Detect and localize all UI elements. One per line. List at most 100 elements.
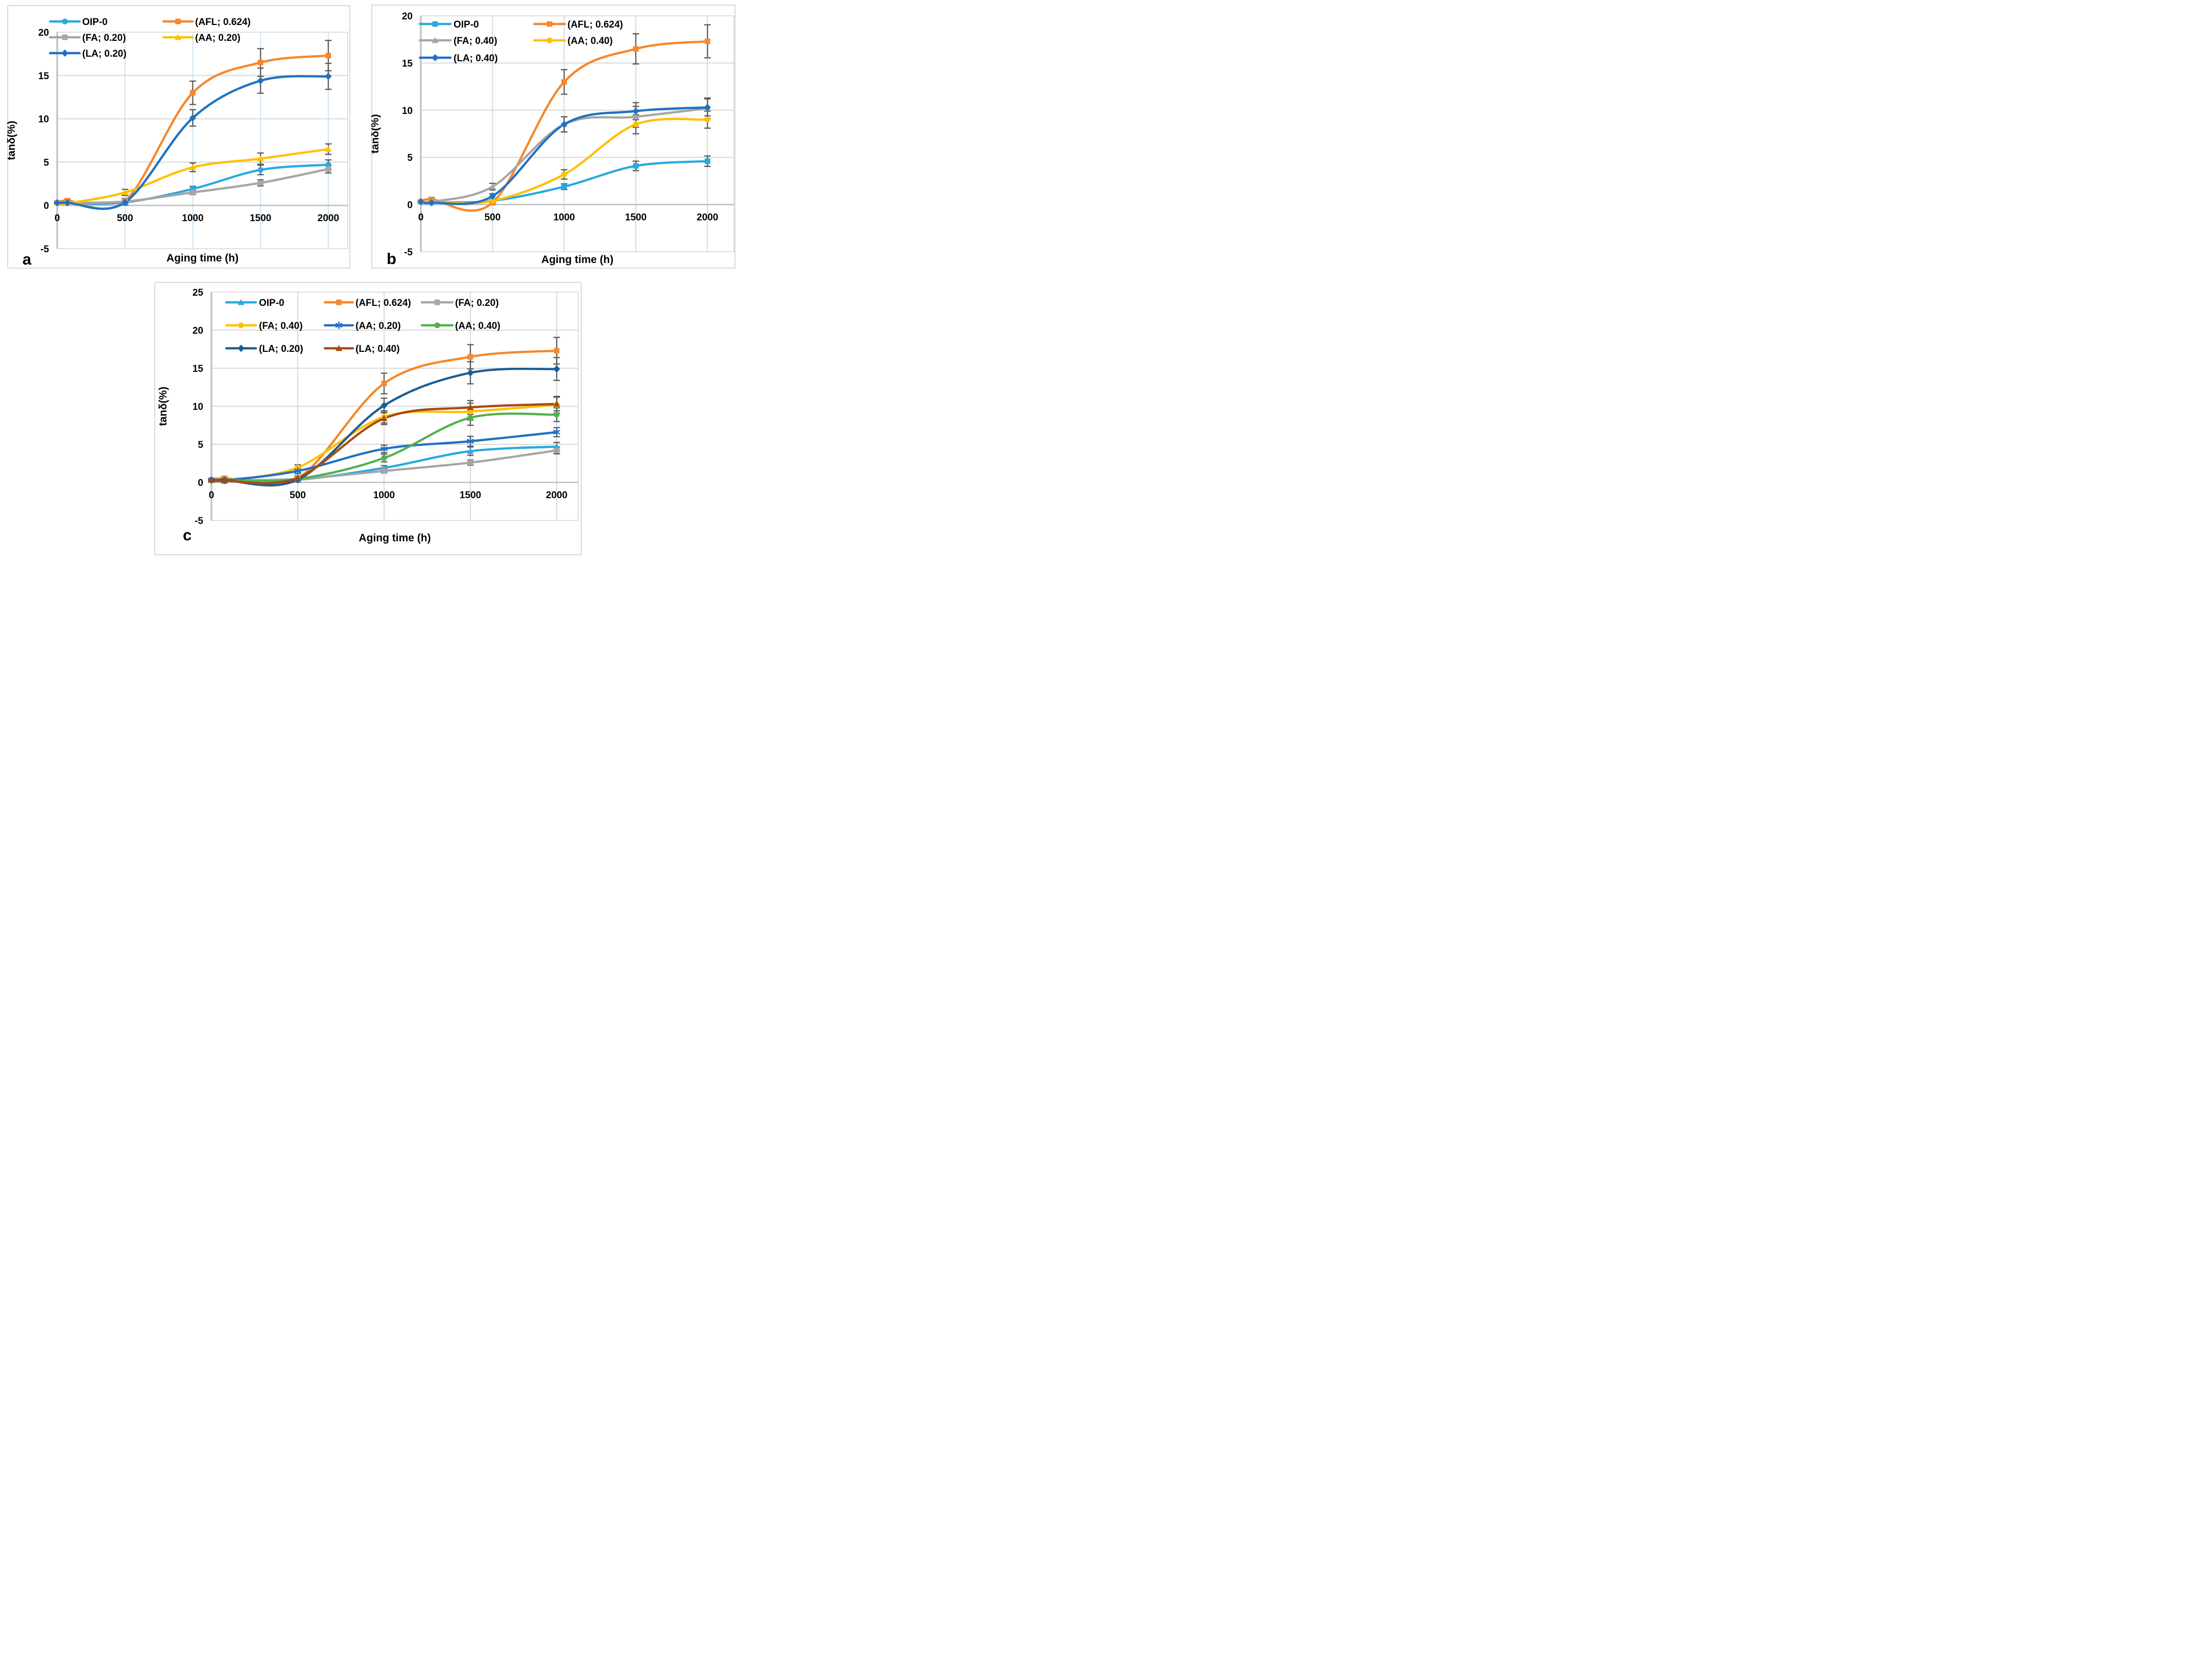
chart-border (7, 5, 350, 269)
legend-label: OIP-0 (82, 17, 108, 28)
y-tick-labels: 25 20 15 10 5 0 -5 (193, 288, 204, 527)
legend-item-(AA; 0.20): (AA; 0.20) (162, 33, 241, 43)
x-axis-title: Aging time (h) (541, 254, 613, 266)
svg-text:2000: 2000 (697, 212, 718, 223)
svg-text:25: 25 (193, 288, 204, 298)
svg-text:500: 500 (117, 213, 133, 224)
svg-text:2000: 2000 (546, 490, 567, 501)
series-markers-(LA; 0.40) (208, 400, 560, 484)
svg-text:0: 0 (43, 201, 49, 211)
legend: OIP-0 (AFL; 0.624) (FA; 0.20) (AA; 0.20) (LA… (49, 17, 251, 59)
legend-label: (LA; 0.20) (259, 344, 303, 354)
svg-text:-5: -5 (195, 516, 203, 527)
svg-text:500: 500 (484, 212, 501, 223)
legend-item-(AFL; 0.624): (AFL; 0.624) (323, 298, 411, 308)
legend-label: OIP-0 (454, 19, 479, 30)
legend-item-(FA; 0.20): (FA; 0.20) (49, 33, 126, 43)
legend-item-(LA; 0.40): (LA; 0.40) (323, 344, 400, 354)
y-tick-labels: 20 15 10 5 0 -5 (402, 11, 413, 258)
svg-text:15: 15 (402, 58, 413, 69)
svg-text:1000: 1000 (373, 490, 395, 501)
x-axis-title: Aging time (h) (359, 532, 431, 544)
svg-text:1500: 1500 (460, 490, 481, 501)
chart-panel-a: 20 15 10 5 0 -5 0 500 1000 1500 2000 Aging time (h)… (7, 5, 350, 269)
panel-label-b: b (387, 250, 396, 268)
series-line-(LA; 0.40) (210, 402, 558, 485)
y-axis-title: tanδ(%) (7, 121, 17, 160)
legend-item-(LA; 0.20): (LA; 0.20) (225, 344, 303, 354)
y-axis-title: tanδ(%) (371, 114, 381, 154)
legend-label: (AFL; 0.624) (567, 19, 623, 30)
svg-text:1000: 1000 (553, 212, 575, 223)
legend-label: (FA; 0.20) (82, 33, 126, 43)
chart-c-tand-vs-aging-time: 25 20 15 10 5 0 -5 0 500 1000 1500 2000 Aging time (… (154, 282, 582, 555)
legend-label: (AFL; 0.624) (195, 17, 251, 28)
svg-text:0: 0 (209, 490, 215, 501)
legend-label: (AA; 0.20) (355, 321, 401, 331)
svg-text:2000: 2000 (318, 213, 339, 224)
legend-label: (LA; 0.20) (82, 49, 127, 59)
legend-item-(FA; 0.40): (FA; 0.40) (225, 321, 303, 331)
svg-text:500: 500 (290, 490, 306, 501)
y-tick-labels: 20 15 10 5 0 -5 (38, 28, 50, 255)
svg-text:10: 10 (193, 402, 203, 413)
legend-item-(AA; 0.20): (AA; 0.20) (323, 321, 401, 331)
svg-text:15: 15 (38, 71, 50, 82)
svg-text:5: 5 (198, 440, 203, 450)
svg-text:1500: 1500 (625, 212, 647, 223)
legend-label: (AA; 0.40) (455, 321, 501, 331)
legend-item-OIP-0: OIP-0 (418, 19, 479, 30)
legend: OIP-0 (AFL; 0.624) (FA; 0.40) (AA; 0.40) (LA… (418, 19, 623, 64)
x-tick-labels: 0 500 1000 1500 2000 (418, 212, 719, 223)
x-tick-labels: 0 500 1000 1500 2000 (209, 490, 567, 501)
y-axis-title: tanδ(%) (157, 387, 169, 426)
chart-border (371, 5, 735, 269)
legend-label: (FA; 0.40) (454, 36, 497, 46)
legend-label: (FA; 0.20) (455, 298, 499, 308)
legend-item-(LA; 0.40): (LA; 0.40) (418, 53, 498, 64)
legend-item-(LA; 0.20): (LA; 0.20) (49, 49, 127, 59)
svg-text:0: 0 (198, 478, 203, 489)
svg-text:0: 0 (418, 212, 424, 223)
svg-text:10: 10 (402, 106, 413, 116)
svg-text:5: 5 (407, 153, 413, 163)
svg-text:-5: -5 (404, 247, 413, 258)
svg-text:20: 20 (402, 11, 413, 22)
legend-item-(AA; 0.40): (AA; 0.40) (533, 36, 613, 46)
figure-tand-vs-aging-time: 20 15 10 5 0 -5 0 500 1000 1500 2000 Aging time (h)… (0, 0, 738, 556)
legend-label: (FA; 0.40) (259, 321, 303, 331)
chart-a-tand-vs-aging-time: 20 15 10 5 0 -5 0 500 1000 1500 2000 Aging time (h)… (7, 5, 350, 269)
svg-text:-5: -5 (40, 244, 49, 255)
svg-text:10: 10 (38, 114, 49, 125)
svg-text:0: 0 (55, 213, 60, 224)
svg-text:15: 15 (193, 364, 204, 374)
legend-item-(FA; 0.20): (FA; 0.20) (420, 298, 499, 308)
legend-label: (AA; 0.20) (195, 33, 241, 43)
legend: OIP-0 (AFL; 0.624) (FA; 0.20) (FA; 0.40) (AA… (225, 298, 501, 354)
legend-label: (AA; 0.40) (567, 36, 613, 46)
legend-item-(AA; 0.40): (AA; 0.40) (420, 321, 501, 331)
svg-text:0: 0 (407, 200, 413, 211)
panel-label-c: c (183, 526, 192, 544)
svg-text:5: 5 (43, 157, 49, 168)
legend-label: (LA; 0.40) (355, 344, 400, 354)
svg-text:1000: 1000 (182, 213, 203, 224)
legend-item-(AFL; 0.624): (AFL; 0.624) (162, 17, 251, 28)
legend-item-(AFL; 0.624): (AFL; 0.624) (533, 19, 623, 30)
series-line-(AFL; 0.624) (56, 54, 329, 210)
series-line-(AFL; 0.624) (419, 40, 709, 212)
chart-panel-b: 20 15 10 5 0 -5 0 500 1000 1500 2000 Aging time (h)… (371, 5, 735, 269)
svg-text:20: 20 (193, 326, 203, 337)
x-tick-labels: 0 500 1000 1500 2000 (55, 213, 339, 224)
panel-label-a: a (22, 250, 32, 268)
legend-label: (AFL; 0.624) (355, 298, 411, 308)
legend-item-OIP-0: OIP-0 (225, 298, 284, 308)
svg-text:1500: 1500 (250, 213, 271, 224)
svg-text:20: 20 (38, 28, 49, 38)
legend-label: (LA; 0.40) (454, 53, 498, 64)
x-axis-title: Aging time (h) (167, 252, 239, 264)
legend-label: OIP-0 (259, 298, 284, 308)
chart-b-tand-vs-aging-time: 20 15 10 5 0 -5 0 500 1000 1500 2000 Aging time (h)… (371, 5, 735, 269)
legend-item-(FA; 0.40): (FA; 0.40) (418, 36, 497, 46)
legend-item-OIP-0: OIP-0 (49, 17, 108, 28)
